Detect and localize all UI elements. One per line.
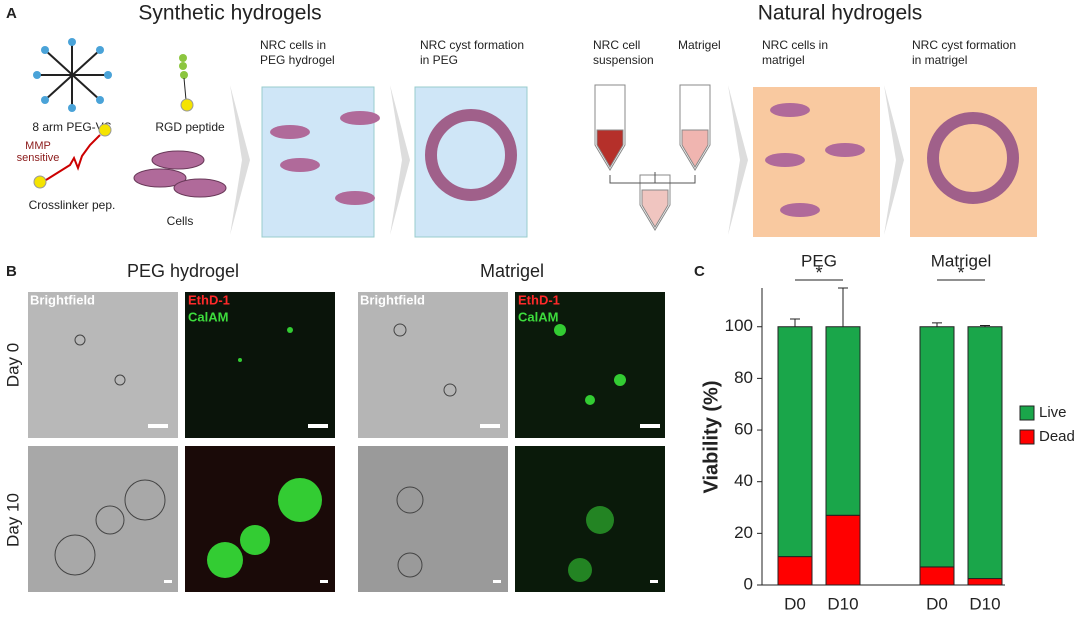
overlay-label: EthD-1 — [188, 292, 230, 307]
y-tick-label: 20 — [734, 523, 753, 542]
heading: Matrigel — [480, 261, 544, 281]
legend-swatch — [1019, 405, 1035, 421]
cyst — [425, 109, 517, 201]
label: suspension — [593, 53, 654, 67]
bar-segment — [777, 556, 813, 586]
legend-label: Dead — [1039, 428, 1075, 445]
y-tick-label: 60 — [734, 420, 753, 439]
label: in matrigel — [912, 53, 967, 67]
cyst — [927, 112, 1019, 204]
micrographs — [28, 292, 665, 592]
heading: PEG hydrogel — [127, 261, 239, 281]
legend-swatch — [1019, 429, 1035, 445]
panel-letter: C — [694, 263, 705, 280]
error-bar — [790, 318, 800, 327]
label: 8 arm PEG-VS — [32, 120, 111, 134]
x-tick-label: D0 — [926, 594, 948, 613]
y-axis-label: Viability (%) — [700, 381, 722, 494]
y-tick-label: 80 — [734, 368, 753, 387]
label: in PEG — [420, 53, 458, 67]
label: sensitive — [17, 152, 60, 164]
label: Crosslinker pep. — [29, 198, 116, 212]
panel-letter: A — [6, 5, 17, 22]
legend-label: Live — [1039, 404, 1067, 421]
heading: Synthetic hydrogels — [138, 2, 321, 25]
row-label: Day 10 — [3, 493, 22, 547]
cells — [133, 150, 227, 198]
label: NRC cells in — [260, 38, 326, 52]
group-label: Matrigel — [931, 251, 991, 270]
y-tick-label: 0 — [744, 574, 753, 593]
arrows — [230, 85, 904, 235]
tubes — [594, 84, 711, 231]
group-label: PEG — [801, 251, 837, 270]
row-label: Day 0 — [3, 343, 22, 387]
label: Matrigel — [678, 38, 721, 52]
heading: Natural hydrogels — [758, 2, 923, 25]
label: PEG hydrogel — [260, 53, 335, 67]
bar-segment — [919, 326, 955, 568]
cells — [270, 111, 380, 205]
error-bar — [980, 324, 990, 327]
label: NRC cyst formation — [912, 38, 1016, 52]
x-tick-label: D10 — [969, 594, 1000, 613]
x-tick-label: D0 — [784, 594, 806, 613]
label: NRC cell — [593, 38, 640, 52]
overlay-label: CalAM — [188, 309, 228, 324]
overlay-label: EthD-1 — [518, 292, 560, 307]
bar-segment — [825, 326, 861, 516]
significance: * — [957, 263, 964, 283]
label: matrigel — [762, 53, 805, 67]
error-bar — [838, 287, 848, 327]
bar-segment — [919, 566, 955, 586]
label: Cells — [167, 214, 194, 228]
bar-segment — [825, 514, 861, 586]
error-bar — [932, 322, 942, 327]
cells — [765, 103, 865, 217]
label: MMP — [25, 140, 51, 152]
crosslinker — [33, 123, 112, 189]
overlay-label: Brightfield — [360, 292, 425, 307]
x-tick-label: D10 — [827, 594, 858, 613]
bar-segment — [777, 326, 813, 558]
y-tick-label: 100 — [725, 316, 753, 335]
y-tick-label: 40 — [734, 471, 753, 490]
label: NRC cyst formation — [420, 38, 524, 52]
peg-molecule — [37, 42, 108, 108]
overlay-label: Brightfield — [30, 292, 95, 307]
bar-segment — [967, 578, 1003, 586]
overlay-label: CalAM — [518, 309, 558, 324]
peg-ends — [33, 38, 112, 112]
rgd — [179, 54, 194, 112]
bar-segment — [967, 326, 1003, 580]
label: RGD peptide — [155, 120, 225, 134]
panel-letter: B — [6, 263, 17, 280]
label: NRC cells in — [762, 38, 828, 52]
significance: * — [815, 263, 822, 283]
